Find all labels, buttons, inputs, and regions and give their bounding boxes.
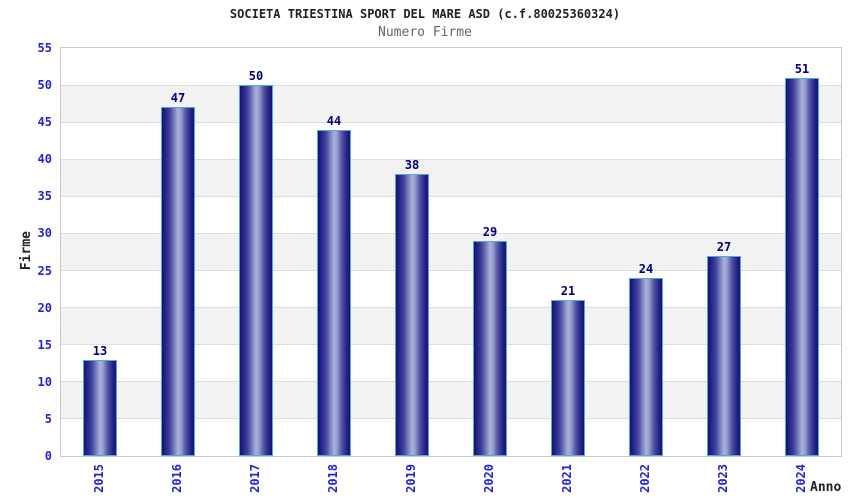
x-tick-label: 2016 <box>170 464 184 493</box>
y-tick-label: 40 <box>37 152 52 167</box>
bar-value-label: 27 <box>716 239 732 254</box>
x-tick-label: 2015 <box>92 464 106 493</box>
gridline <box>61 418 841 420</box>
gridline <box>61 270 841 272</box>
y-tick-label: 10 <box>37 374 52 389</box>
gridline <box>61 381 841 383</box>
bar-value-label: 38 <box>404 158 420 173</box>
x-tick-label: 2023 <box>716 464 730 493</box>
gridline <box>61 84 841 86</box>
y-tick-label: 0 <box>44 449 52 463</box>
y-tick-label: 30 <box>37 226 52 241</box>
bar <box>317 129 351 456</box>
bar-value-label: 51 <box>794 61 810 76</box>
bar-value-label: 13 <box>92 343 108 358</box>
x-tick-label: 2024 <box>794 464 808 493</box>
bar <box>161 107 195 456</box>
x-tick-label: 2018 <box>326 464 340 493</box>
bar-value-label: 50 <box>248 69 264 84</box>
x-axis-title: Anno <box>810 480 842 495</box>
gridline <box>61 344 841 346</box>
bar <box>83 359 117 456</box>
bar-value-label: 24 <box>638 261 654 276</box>
gridline <box>61 195 841 197</box>
bar <box>473 240 507 456</box>
y-tick-label: 25 <box>37 263 52 278</box>
bar <box>551 300 585 456</box>
y-tick-label: 55 <box>37 41 52 55</box>
bar-value-label: 29 <box>482 224 498 239</box>
bar-value-label: 44 <box>326 113 342 128</box>
y-tick-label: 35 <box>37 189 52 204</box>
y-axis-title: Firme <box>19 231 34 271</box>
x-tick-label: 2022 <box>638 464 652 493</box>
x-tick-label: 2020 <box>482 464 496 493</box>
bar <box>707 255 741 456</box>
bar <box>785 77 819 456</box>
y-tick-label: 15 <box>37 337 52 352</box>
bar-value-label: 47 <box>170 91 186 106</box>
x-tick-label: 2021 <box>560 464 574 493</box>
x-tick-label: 2017 <box>248 464 262 493</box>
chart-title: SOCIETA TRIESTINA SPORT DEL MARE ASD (c.… <box>229 7 621 21</box>
bar <box>395 174 429 456</box>
gridline <box>61 158 841 160</box>
bar-value-label: 21 <box>560 284 576 299</box>
gridline <box>61 232 841 234</box>
chart-subtitle: Numero Firme <box>378 25 472 40</box>
gridline <box>61 121 841 123</box>
y-tick-label: 50 <box>37 78 52 93</box>
y-tick-label: 45 <box>37 115 52 130</box>
x-tick-label: 2019 <box>404 464 418 493</box>
y-tick-label: 5 <box>44 411 52 426</box>
bar <box>239 85 273 456</box>
y-tick-label: 20 <box>37 300 52 315</box>
gridline <box>61 307 841 309</box>
plot-area: 13 47 50 44 38 29 21 24 27 51 <box>60 47 842 457</box>
bar <box>629 277 663 456</box>
